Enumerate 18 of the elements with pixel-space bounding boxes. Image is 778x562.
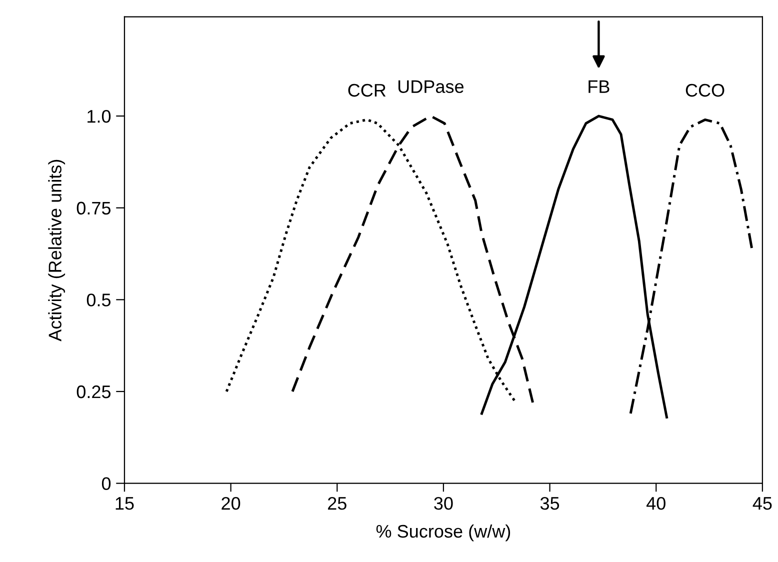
- x-axis-title: % Sucrose (w/w): [376, 524, 510, 542]
- x-tick-label: 20: [222, 496, 240, 510]
- series-label: CCR: [348, 84, 386, 97]
- series-label: UDPase: [398, 80, 464, 94]
- y-axis-title: Activity (Relative units): [48, 160, 66, 342]
- annotation: FB: [588, 80, 610, 93]
- x-tick-label: 25: [328, 496, 346, 510]
- y-tick-label: 0.5: [86, 294, 111, 306]
- y-tick-label: 0.75: [76, 202, 111, 215]
- x-tick-label: 45: [752, 497, 772, 510]
- x-tick-label: 40: [646, 496, 666, 510]
- y-tick-label: 0.25: [76, 385, 111, 398]
- x-tick-label: 30: [434, 496, 453, 510]
- y-tick-label: 1.0: [88, 110, 111, 123]
- series-label: CCO: [686, 84, 724, 97]
- x-tick-label: 35: [540, 496, 560, 510]
- x-tick-label: 15: [116, 497, 134, 510]
- y-tick-label: 0: [102, 477, 111, 490]
